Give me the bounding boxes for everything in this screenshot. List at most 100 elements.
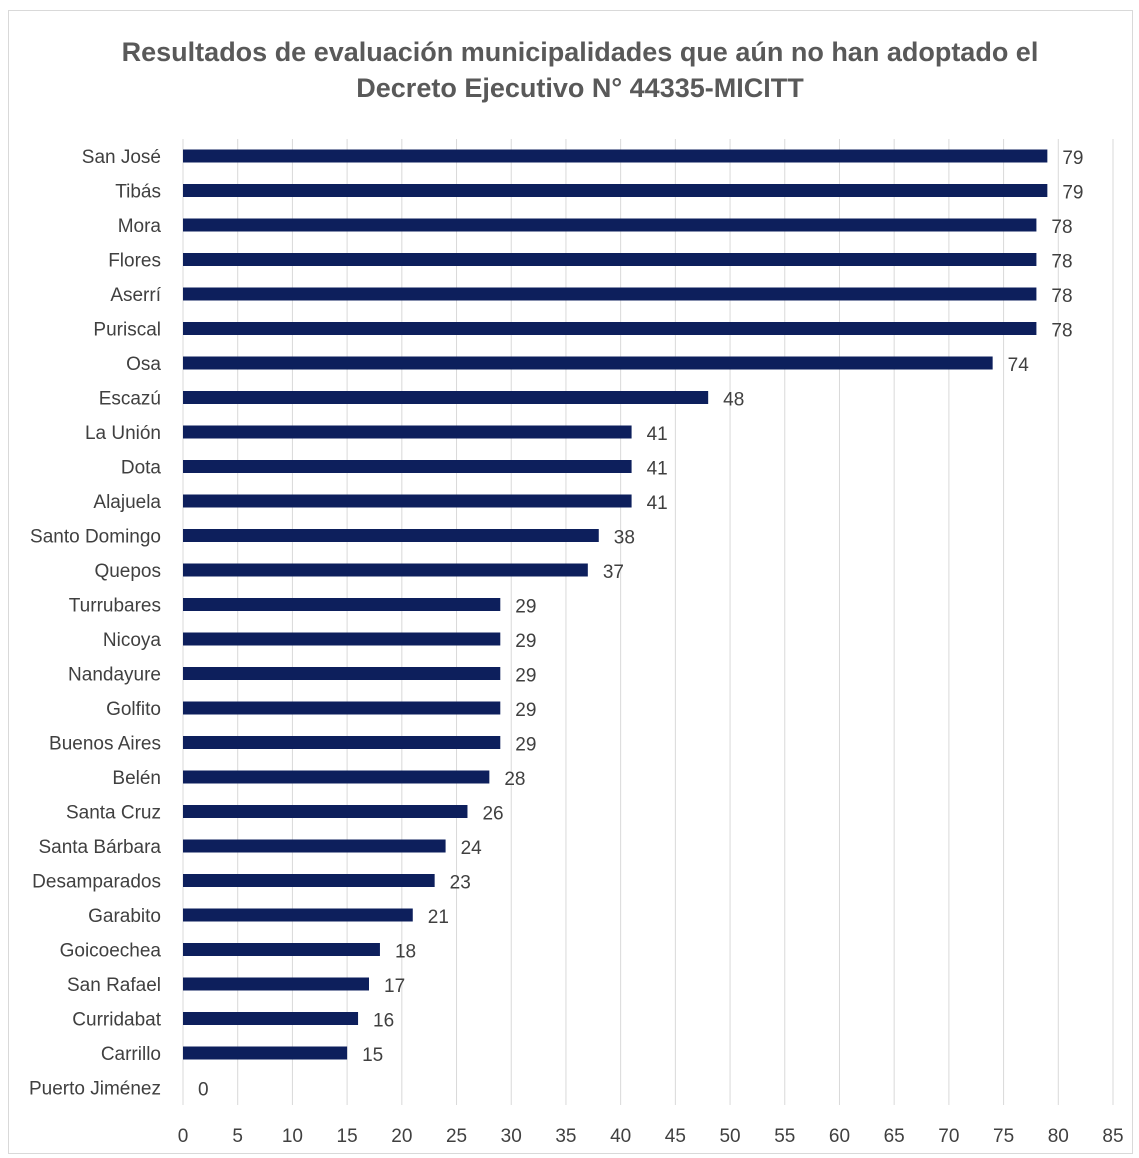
value-label: 78 — [1051, 286, 1072, 307]
value-label: 24 — [461, 838, 483, 859]
category-label: Golfito — [106, 699, 161, 720]
bar — [183, 149, 1048, 163]
bar — [183, 529, 599, 542]
category-label: Nicoya — [103, 630, 162, 651]
x-tick-label: 70 — [938, 1126, 959, 1147]
category-label: Flores — [108, 251, 161, 272]
bar — [183, 805, 468, 818]
value-label: 29 — [515, 666, 536, 687]
value-label: 41 — [647, 459, 668, 480]
category-label: San José — [82, 147, 161, 168]
category-label: Goicoechea — [60, 941, 162, 962]
x-tick-label: 80 — [1048, 1126, 1069, 1147]
value-label: 78 — [1051, 321, 1072, 342]
value-label: 74 — [1008, 355, 1030, 376]
bar — [183, 425, 632, 439]
value-label: 18 — [395, 942, 416, 963]
category-label: San Rafael — [67, 975, 161, 996]
x-tick-label: 65 — [884, 1126, 905, 1147]
bar — [183, 667, 501, 680]
x-tick-label: 20 — [391, 1126, 412, 1147]
bar — [183, 839, 446, 853]
bar — [183, 701, 501, 715]
value-label: 79 — [1062, 183, 1083, 204]
x-tick-label: 40 — [610, 1126, 631, 1147]
chart-title: Resultados de evaluación municipalidades… — [0, 34, 1139, 106]
value-label: 79 — [1062, 148, 1083, 169]
bars — [183, 149, 1048, 1060]
x-tick-label: 5 — [232, 1126, 243, 1147]
category-label: Garabito — [88, 906, 161, 927]
value-label: 29 — [515, 631, 536, 652]
x-tick-label: 35 — [555, 1126, 576, 1147]
category-label: Nandayure — [68, 665, 161, 686]
value-label: 41 — [647, 424, 668, 445]
chart-title-line-2: Decreto Ejecutivo N° 44335-MICITT — [356, 73, 804, 103]
bar — [183, 287, 1037, 301]
bar — [183, 977, 369, 991]
bar — [183, 563, 588, 577]
bar — [183, 391, 709, 404]
value-label: 17 — [384, 976, 405, 997]
bar — [183, 874, 435, 887]
category-label: Quepos — [94, 561, 161, 582]
category-label: Curridabat — [72, 1010, 161, 1031]
value-label: 0 — [198, 1080, 209, 1101]
x-tick-label: 75 — [993, 1126, 1014, 1147]
x-tick-label: 0 — [178, 1126, 189, 1147]
value-label: 78 — [1051, 217, 1072, 238]
category-label: Puriscal — [93, 320, 161, 341]
category-label: Alajuela — [93, 492, 161, 513]
x-tick-label: 15 — [337, 1126, 358, 1147]
x-tick-label: 10 — [282, 1126, 303, 1147]
category-label: Tibás — [115, 182, 161, 203]
value-label: 78 — [1051, 252, 1072, 273]
category-label: Turrubares — [69, 596, 161, 617]
category-label: Mora — [118, 216, 162, 237]
category-label: Osa — [126, 354, 161, 375]
category-label: Desamparados — [32, 872, 161, 893]
bar — [183, 253, 1037, 266]
bar — [183, 598, 501, 611]
value-label: 41 — [647, 493, 668, 514]
x-axis-tick-labels: 0 5 10 15 20 25 30 35 40 45 50 55 60 65 70 75 80 85 — [178, 1126, 1124, 1147]
value-label: 21 — [428, 907, 449, 928]
x-tick-label: 85 — [1102, 1126, 1123, 1147]
value-label: 29 — [515, 700, 536, 721]
bar — [183, 1046, 348, 1060]
bar — [183, 770, 490, 784]
value-label: 48 — [723, 390, 744, 411]
bar — [183, 184, 1048, 197]
bar — [183, 736, 501, 749]
category-label: Buenos Aires — [49, 734, 161, 755]
category-label: Puerto Jiménez — [29, 1079, 161, 1100]
x-tick-label: 30 — [501, 1126, 522, 1147]
value-label: 38 — [614, 528, 635, 549]
category-label: Santo Domingo — [30, 527, 161, 548]
x-tick-label: 45 — [665, 1126, 686, 1147]
x-tick-label: 60 — [829, 1126, 850, 1147]
value-label: 29 — [515, 735, 536, 756]
bar — [183, 322, 1037, 335]
bar — [183, 632, 501, 646]
bar — [183, 1012, 359, 1025]
category-label: Belén — [112, 768, 161, 789]
chart-title-line-1: Resultados de evaluación municipalidades… — [121, 37, 1039, 67]
chart-frame — [8, 10, 1133, 1154]
bar — [183, 943, 380, 956]
value-label: 23 — [450, 873, 471, 894]
x-tick-label: 25 — [446, 1126, 467, 1147]
bar — [183, 908, 413, 922]
value-label: 37 — [603, 562, 624, 583]
category-label: Aserrí — [110, 285, 161, 306]
bar — [183, 460, 632, 473]
value-label: 15 — [362, 1045, 383, 1066]
value-label: 16 — [373, 1011, 394, 1032]
category-label: La Unión — [85, 423, 161, 444]
gridlines — [182, 139, 1114, 1105]
category-label: Carrillo — [101, 1044, 161, 1065]
category-label: Dota — [121, 458, 162, 479]
bar — [183, 494, 632, 508]
value-label: 26 — [482, 804, 503, 825]
